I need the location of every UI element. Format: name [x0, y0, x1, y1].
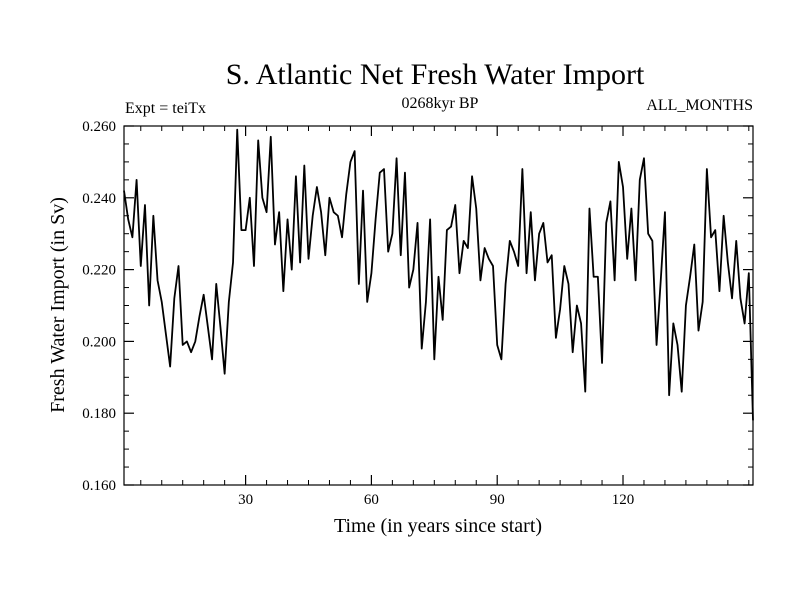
x-tick-label: 90 — [490, 492, 505, 508]
y-minor-ticks — [124, 143, 753, 468]
x-tick-label: 60 — [364, 492, 379, 508]
y-tick-label: 0.260 — [82, 119, 116, 135]
y-tick-label: 0.240 — [82, 191, 116, 207]
y-tick-label: 0.180 — [82, 406, 116, 422]
chart-subtitle: 0268kyr BP — [402, 95, 479, 112]
months-label: ALL_MONTHS — [646, 97, 753, 114]
expt-label: Expt = teiTx — [125, 100, 206, 117]
x-axis-ticks: 30 60 90 120 — [238, 126, 634, 508]
x-minor-ticks — [140, 126, 750, 485]
series-line — [123, 128, 754, 421]
y-axis-label: Fresh Water Import (in Sv) — [47, 197, 69, 413]
y-tick-label: 0.160 — [82, 478, 116, 494]
y-tick-label: 0.220 — [82, 263, 116, 279]
x-axis-label: Time (in years since start) — [334, 515, 542, 537]
y-axis-ticks: 0.160 0.180 0.200 0.220 0.240 0.260 — [82, 119, 753, 494]
y-tick-label: 0.200 — [82, 334, 116, 350]
x-tick-label: 30 — [238, 492, 253, 508]
chart-title: S. Atlantic Net Fresh Water Import — [226, 58, 645, 91]
x-tick-label: 120 — [612, 492, 635, 508]
